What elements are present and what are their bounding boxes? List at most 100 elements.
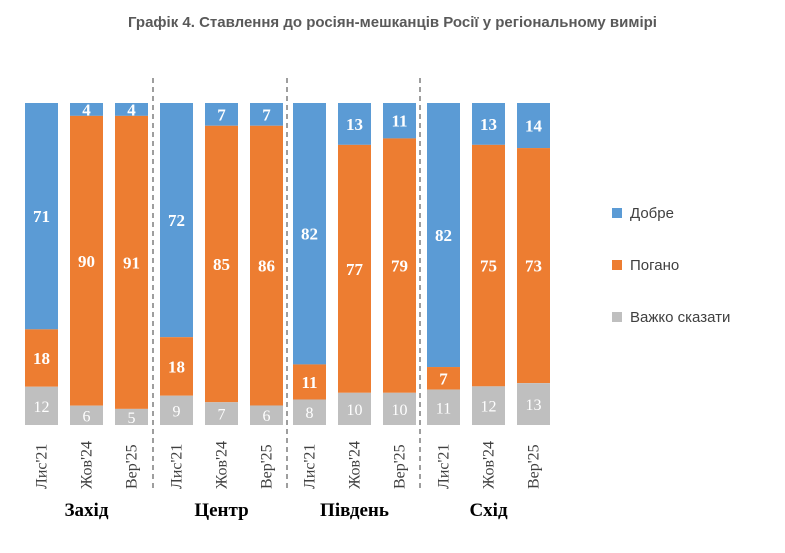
- x-tick-label: Лис'21: [302, 444, 319, 489]
- data-label: 13: [480, 115, 497, 134]
- bar-segment-good: [250, 103, 283, 126]
- bar-segment-hard-to-say: [472, 386, 505, 425]
- bar-segment-bad: [472, 144, 505, 387]
- x-tick-label: Лис'21: [34, 444, 51, 489]
- x-tick-label: Лис'21: [436, 444, 453, 489]
- data-label: 9: [173, 403, 181, 420]
- group-labels: Захід Центр Південь Схід: [65, 500, 508, 521]
- data-label: 8: [306, 405, 314, 422]
- bar-segment-hard-to-say: [115, 408, 148, 425]
- bar-segment-good: [160, 103, 193, 338]
- x-tick-label: Вер'25: [124, 444, 141, 489]
- legend-label: Добре: [630, 205, 674, 222]
- data-label: 7: [262, 105, 271, 124]
- bar-segment-good: [293, 103, 326, 365]
- bar-segment-good: [70, 103, 103, 116]
- bar-segment-good: [338, 103, 371, 145]
- legend-swatch: [612, 312, 622, 322]
- data-label: 73: [525, 257, 542, 276]
- bar-segment-good: [427, 103, 460, 368]
- x-tick-label: Жов'24: [79, 441, 96, 489]
- data-label: 10: [392, 402, 408, 419]
- bar-segment-bad: [70, 115, 103, 406]
- bar-segment-bad: [115, 115, 148, 409]
- data-label: 6: [83, 408, 91, 425]
- data-label: 82: [301, 225, 318, 244]
- bar-segment-bad: [338, 144, 371, 393]
- bar-segment-hard-to-say: [338, 392, 371, 425]
- bar-segment-hard-to-say: [25, 386, 58, 425]
- bar-segment-bad: [205, 125, 238, 403]
- bar-segment-bad: [250, 125, 283, 406]
- data-label: 86: [258, 257, 275, 276]
- bar-segment-good: [115, 103, 148, 116]
- data-label: 11: [436, 400, 451, 417]
- data-label: 12: [481, 399, 497, 416]
- data-label: 72: [168, 211, 185, 230]
- legend-swatch: [612, 260, 622, 270]
- group-label: Центр: [194, 500, 248, 521]
- bar-segment-hard-to-say: [517, 383, 550, 425]
- data-label: 4: [82, 100, 91, 119]
- data-label: 13: [526, 397, 542, 414]
- data-label: 90: [78, 252, 95, 271]
- x-tick-label: Вер'25: [259, 444, 276, 489]
- bar-segment-good: [205, 103, 238, 126]
- x-tick-label: Жов'24: [347, 441, 364, 489]
- legend: Добре Погано Важко сказати: [612, 205, 730, 326]
- bar-segment-bad: [293, 364, 326, 400]
- legend-swatch: [612, 208, 622, 218]
- bar-segment-hard-to-say: [160, 395, 193, 425]
- bar-segment-bad: [160, 337, 193, 396]
- data-label: 12: [34, 399, 50, 416]
- data-label: 18: [33, 349, 50, 368]
- data-label: 10: [347, 402, 363, 419]
- data-label: 7: [439, 369, 448, 388]
- group-label: Захід: [65, 500, 109, 521]
- bar-segment-bad: [383, 138, 416, 393]
- data-label: 7: [217, 105, 226, 124]
- legend-label: Важко сказати: [630, 309, 730, 326]
- group-separators: [152, 78, 421, 488]
- bar-segment-hard-to-say: [427, 389, 460, 425]
- bars-layer: 7118124906491572189785778668211813771011…: [25, 100, 550, 427]
- bar-segment-hard-to-say: [205, 402, 238, 425]
- group-label: Схід: [469, 500, 508, 521]
- chart-title: Графік 4. Ставлення до росіян-мешканців …: [128, 14, 657, 31]
- data-label: 82: [435, 226, 452, 245]
- bar-segment-hard-to-say: [383, 392, 416, 425]
- bar-segment-bad: [517, 148, 550, 384]
- x-tick-labels: Лис'21 Жов'24 Вер'25 Лис'21 Жов'24 Вер'25 Лис'…: [34, 441, 543, 489]
- data-label: 5: [128, 410, 136, 427]
- bar-segment-hard-to-say: [293, 399, 326, 425]
- data-label: 13: [346, 115, 363, 134]
- data-label: 18: [168, 357, 185, 376]
- bar-segment-good: [472, 103, 505, 145]
- bar-segment-good: [25, 103, 58, 330]
- data-label: 71: [33, 207, 50, 226]
- data-label: 11: [391, 112, 407, 131]
- bar-segment-good: [383, 103, 416, 139]
- x-tick-label: Вер'25: [392, 444, 409, 489]
- data-label: 79: [391, 257, 408, 276]
- data-label: 14: [525, 117, 543, 136]
- bar-segment-hard-to-say: [250, 405, 283, 425]
- x-tick-label: Вер'25: [526, 444, 543, 489]
- bar-segment-good: [517, 103, 550, 149]
- legend-label: Погано: [630, 257, 679, 274]
- data-label: 91: [123, 253, 140, 272]
- x-tick-label: Лис'21: [169, 444, 186, 489]
- data-label: 11: [301, 373, 317, 392]
- group-label: Південь: [320, 500, 389, 521]
- data-label: 4: [127, 100, 136, 119]
- bar-segment-bad: [25, 329, 58, 387]
- data-label: 6: [263, 408, 271, 425]
- bar-segment-hard-to-say: [70, 405, 103, 425]
- bar-segment-bad: [427, 367, 460, 390]
- x-tick-label: Жов'24: [214, 441, 231, 489]
- data-label: 77: [346, 260, 364, 279]
- x-tick-label: Жов'24: [481, 441, 498, 489]
- data-label: 75: [480, 257, 497, 276]
- data-label: 85: [213, 255, 230, 274]
